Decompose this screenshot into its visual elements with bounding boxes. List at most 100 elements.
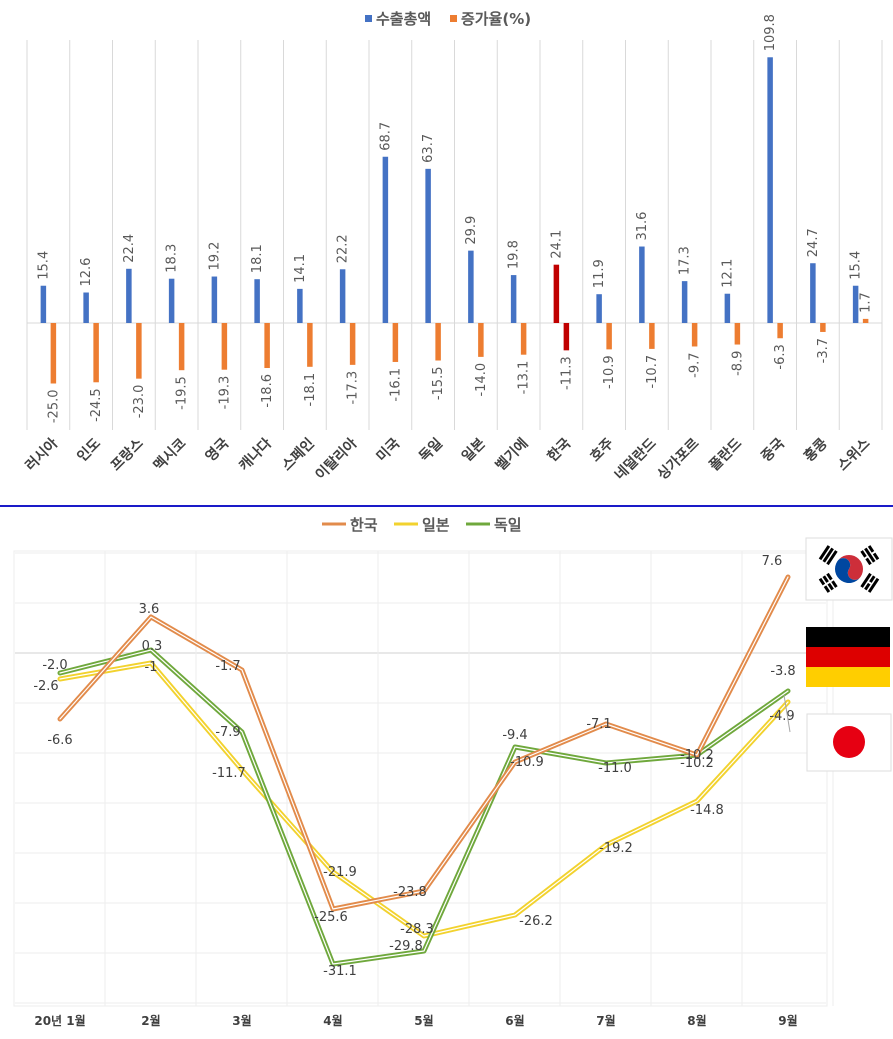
growth-bar <box>50 323 57 384</box>
data-label-germany: -29.8 <box>389 939 423 954</box>
x-axis-label: 20년 1월 <box>34 1013 85 1028</box>
export-value-label: 12.1 <box>720 259 735 288</box>
data-label-japan: -21.9 <box>323 865 357 880</box>
growth-value-label: -6.3 <box>773 344 788 369</box>
bar-chart-legend: 수출총액 증가율(%) <box>365 10 531 28</box>
line-chart-legend: 한국 일본 독일 <box>322 516 522 534</box>
category-label-ec8bb1eab080ed8faceba5b4: 싱가포르 <box>655 435 703 483</box>
export-value-label: 14.1 <box>293 254 308 283</box>
growth-bar <box>264 323 270 369</box>
export-bar <box>254 279 260 323</box>
category-label-eba995ec8b9cecbd94: 멕시코 <box>150 435 189 474</box>
growth-value-label: -3.7 <box>816 338 831 363</box>
category-label-eb8f85ec9dbc: 독일 <box>416 436 446 466</box>
data-label-germany: -11.0 <box>598 761 632 776</box>
growth-bar <box>862 318 869 323</box>
growth-value-label: -10.9 <box>602 355 617 389</box>
export-bar <box>639 246 645 323</box>
export-bar <box>852 285 859 323</box>
export-bar <box>126 268 132 323</box>
growth-value-label: -9.7 <box>688 352 703 377</box>
growth-bar <box>349 323 356 365</box>
growth-value-label: -23.0 <box>132 385 147 419</box>
growth-value-label: -18.1 <box>303 373 318 407</box>
growth-value-label: -15.5 <box>431 367 446 401</box>
category-label-ec9881eab5ad: 영국 <box>202 435 232 465</box>
growth-value-label: -25.0 <box>46 390 61 424</box>
export-value-label: 18.1 <box>250 244 265 273</box>
series-line-germany <box>57 647 791 967</box>
data-label-japan: -11.7 <box>212 766 246 781</box>
growth-value-label: -19.5 <box>175 376 190 410</box>
growth-value-label: -17.3 <box>346 371 361 405</box>
growth-value-label: -18.6 <box>260 374 275 408</box>
growth-bar <box>392 323 399 362</box>
growth-value-label: -10.7 <box>645 355 660 389</box>
data-label-korea: -1.7 <box>215 659 240 674</box>
data-label-korea: -10.2 <box>680 756 714 771</box>
export-bar <box>40 285 47 323</box>
growth-value-label: -13.1 <box>517 361 532 395</box>
growth-bar <box>777 323 783 339</box>
category-label-ebb2a8eab8b0ec9790: 벨기에 <box>493 436 532 475</box>
line-chart: 한국 일본 독일 -6.63.6-1.7-25.6-23.8-10.9-7.1-… <box>13 516 834 1028</box>
x-axis-label: 8월 <box>687 1013 706 1028</box>
growth-value-label: -19.3 <box>217 376 232 410</box>
export-bar <box>810 263 816 323</box>
bar-chart-bars: 15.4 -25.0 12.6 -24.5 22.4 -23.0 18.3 -19.5 19.2… <box>36 14 873 423</box>
growth-bar <box>563 323 570 351</box>
x-axis-label: 7월 <box>596 1013 615 1028</box>
line-chart-x-labels: 20년 1월 2월 3월 4월 5월 6월 7월 8월 9월 <box>34 1013 797 1028</box>
growth-value-label: 1.7 <box>859 292 874 313</box>
series-line-highlight-germany <box>59 649 789 965</box>
export-value-label: 24.1 <box>549 230 564 259</box>
category-label-ed9484eb9e91ec8aa4: 프랑스 <box>108 435 147 474</box>
x-axis-label: 3월 <box>232 1013 251 1028</box>
growth-bar <box>606 323 612 350</box>
export-value-label: 12.6 <box>79 258 94 287</box>
legend-label-export: 수출총액 <box>376 10 431 28</box>
export-value-label: 11.9 <box>592 259 607 288</box>
export-value-label: 68.7 <box>378 122 393 151</box>
data-label-germany: 0.3 <box>142 639 163 654</box>
category-label-ecba90eb8298eb8ba4: 캐나다 <box>236 435 275 474</box>
legend-swatch-export <box>365 15 372 22</box>
data-label-germany: -2.0 <box>42 658 67 673</box>
data-label-japan: -19.2 <box>599 841 633 856</box>
growth-bar <box>478 323 484 357</box>
data-label-korea: -10.9 <box>510 755 544 770</box>
category-label-ed998decbda9: 홍콩 <box>800 435 830 465</box>
growth-value-label: -24.5 <box>89 388 104 422</box>
bar-chart-grid <box>26 40 883 430</box>
export-value-label: 24.7 <box>806 228 821 257</box>
flags <box>805 537 893 772</box>
export-value-label: 18.3 <box>165 244 180 273</box>
category-label-eb9facec8b9cec9584: 러시아 <box>22 435 61 474</box>
line-chart-series <box>57 574 791 967</box>
export-bar <box>425 168 431 323</box>
growth-bar <box>734 323 741 345</box>
export-value-label: 19.8 <box>507 240 522 269</box>
export-bar <box>724 293 731 323</box>
growth-bar <box>435 323 441 361</box>
japan-flag <box>806 713 892 772</box>
category-label-ed98b8eca3bc: 호주 <box>587 435 617 465</box>
data-label-germany: -9.4 <box>502 728 527 743</box>
data-label-japan: -1 <box>145 660 158 675</box>
category-label-ec8aa4ed8e98ec9db8: 스페인 <box>278 435 317 474</box>
line-chart-data-labels: -6.6 3.6 -1.7 -25.6 -23.8 -10.9 -7.1 -10.2 7.6 -2… <box>33 554 795 979</box>
category-label-ed8fb4eb9e80eb939c: 폴란드 <box>706 435 745 474</box>
category-label-ec8aa4ec9c84ec8aa4: 스위스 <box>835 435 874 474</box>
x-axis-label: 6월 <box>505 1013 524 1028</box>
export-bar <box>339 269 346 323</box>
data-label-japan: -4.9 <box>769 709 794 724</box>
germany-flag <box>806 627 890 687</box>
data-label-japan: -14.8 <box>690 803 724 818</box>
export-value-label: 15.4 <box>849 251 864 280</box>
category-label-eca491eab5ad: 중국 <box>758 435 788 465</box>
data-label-japan: -2.6 <box>33 679 58 694</box>
data-label-germany: -7.9 <box>215 725 240 740</box>
growth-bar <box>136 323 142 379</box>
